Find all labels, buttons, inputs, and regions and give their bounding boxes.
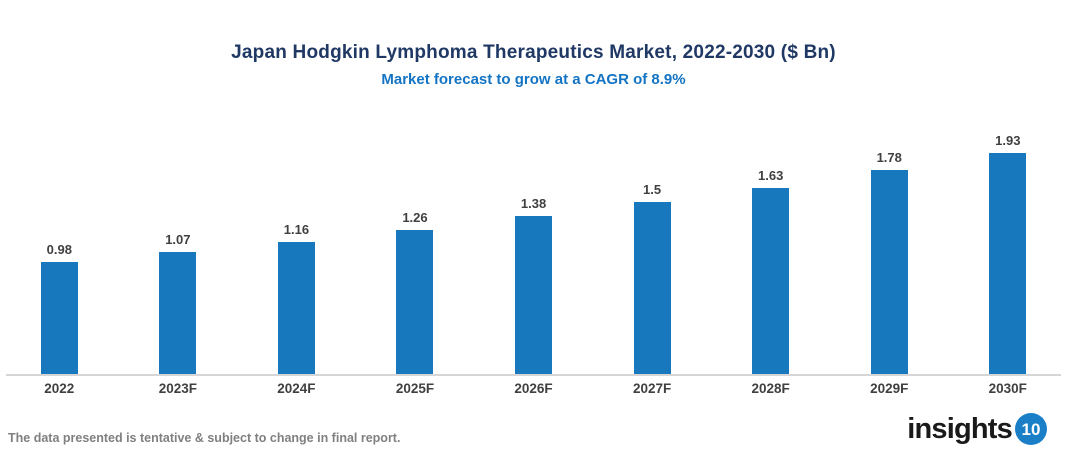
bar-column: 0.98 — [0, 100, 119, 375]
bar-column: 1.78 — [830, 100, 949, 375]
x-axis-line — [6, 374, 1061, 376]
bar-column: 1.07 — [119, 100, 238, 375]
bar — [870, 170, 908, 375]
chart-subtitle: Market forecast to grow at a CAGR of 8.9… — [381, 71, 686, 88]
bar-value-label: 1.16 — [283, 222, 310, 237]
x-axis-label: 2030F — [988, 381, 1027, 396]
x-axis-label: 2023F — [158, 381, 197, 396]
chart-title: Japan Hodgkin Lymphoma Therapeutics Mark… — [231, 42, 836, 63]
bar-column: 1.26 — [356, 100, 475, 375]
bar — [40, 262, 78, 375]
x-axis-label: 2028F — [751, 381, 790, 396]
bar-value-label: 1.07 — [165, 232, 191, 247]
bar-column: 1.93 — [949, 100, 1067, 375]
insights10-logo: insights 10 — [907, 413, 1047, 445]
logo-text: insights — [907, 412, 1013, 445]
bar-value-label: 0.98 — [46, 242, 72, 257]
x-axis-label: 2022 — [44, 381, 75, 396]
bar — [515, 216, 553, 375]
bar-value-label: 1.5 — [643, 182, 662, 197]
x-axis-labels: 2022 2023F 2024F 2025F 2026F 2027F 2028F 2029F 2… — [0, 381, 1067, 396]
bar-value-label: 1.38 — [520, 196, 547, 211]
bar — [752, 188, 790, 375]
bar-value-label: 1.78 — [876, 150, 902, 165]
x-axis-label: 2024F — [277, 381, 316, 396]
x-axis-label: 2026F — [514, 381, 553, 396]
bar-value-label: 1.26 — [402, 210, 428, 225]
bar — [159, 252, 197, 375]
bar-column: 1.16 — [237, 100, 356, 375]
bar — [396, 230, 434, 375]
plot-area: 0.98 1.07 1.16 1.26 1.38 1.5 1.63 1.78 1.93 — [0, 100, 1067, 375]
bar-column: 1.63 — [711, 100, 830, 375]
bar — [989, 153, 1027, 375]
bar-column: 1.38 — [474, 100, 593, 375]
footnote: The data presented is tentative & subjec… — [8, 431, 401, 445]
bar-column: 1.5 — [593, 100, 712, 375]
bar-value-label: 1.93 — [995, 133, 1021, 148]
x-axis-label: 2027F — [632, 381, 672, 396]
bar — [633, 202, 671, 375]
x-axis-label: 2025F — [395, 381, 435, 396]
logo-badge-10: 10 — [1015, 413, 1047, 445]
bar — [277, 242, 315, 375]
bar-value-label: 1.63 — [758, 168, 784, 183]
x-axis-label: 2029F — [870, 381, 909, 396]
